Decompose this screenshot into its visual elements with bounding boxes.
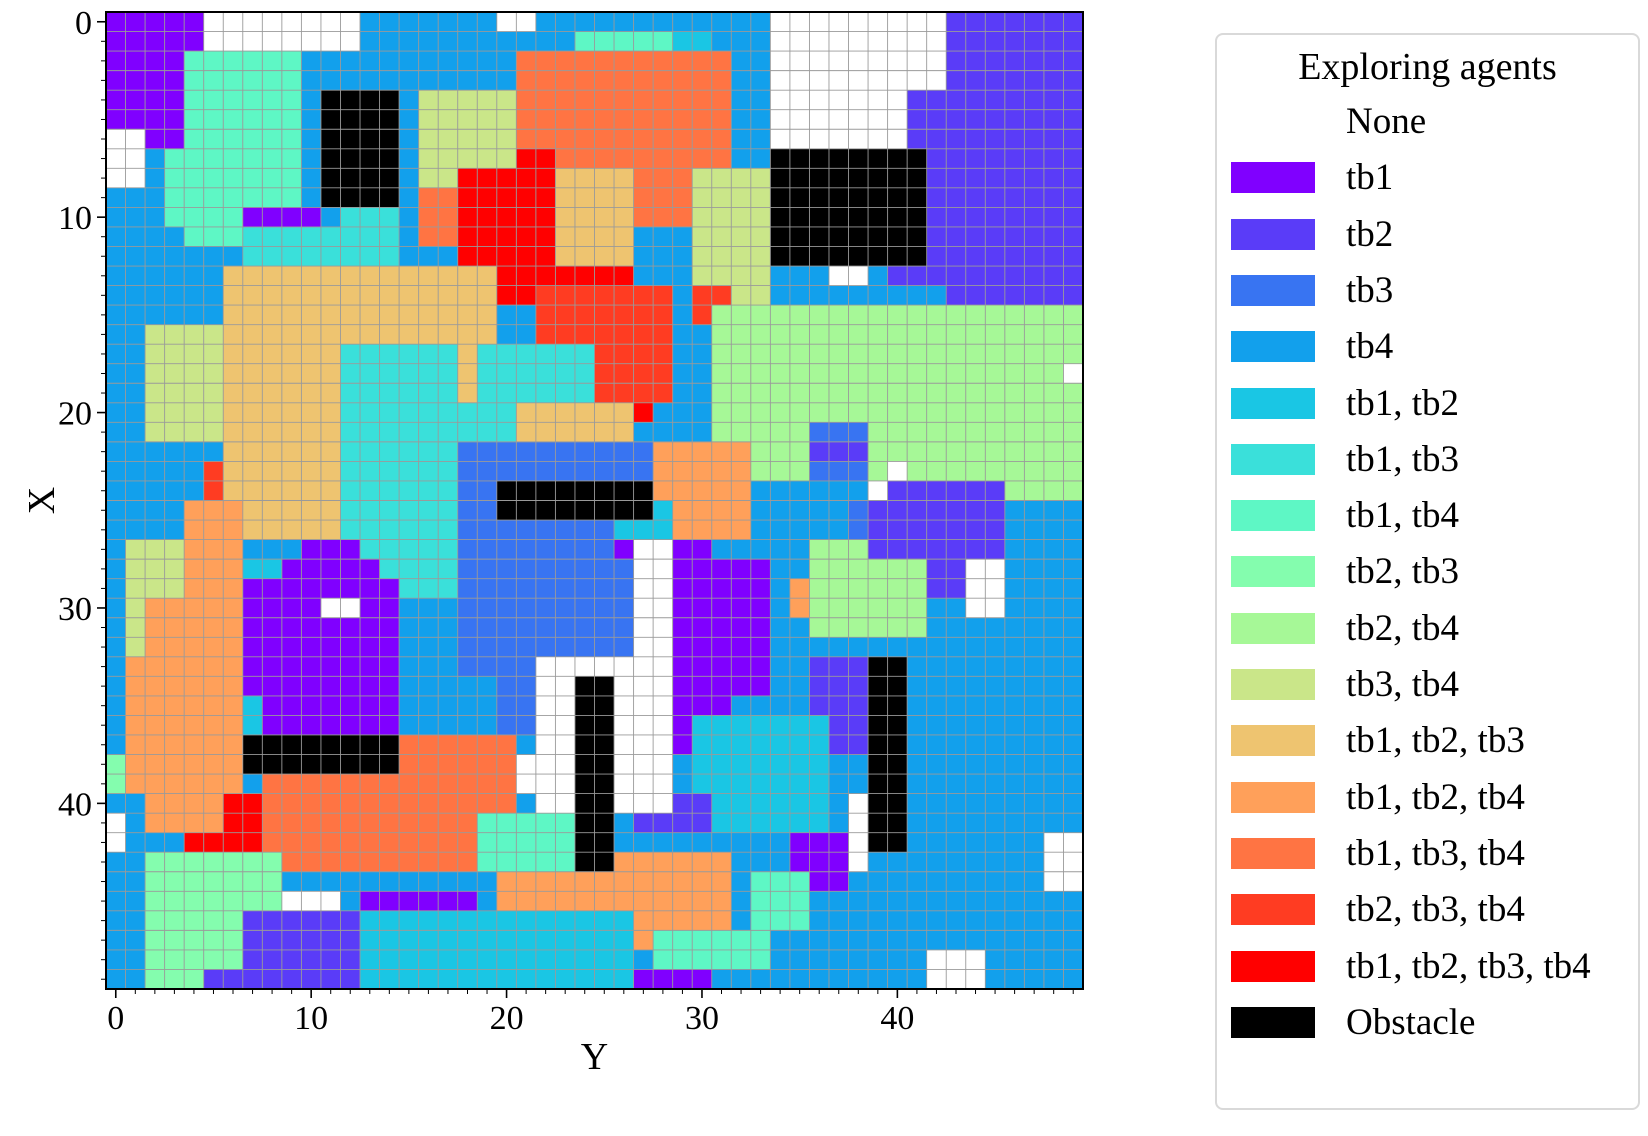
heatmap-region xyxy=(281,559,380,579)
legend-label: tb1, tb2, tb3, tb4 xyxy=(1346,945,1591,987)
x-axis-label: Y xyxy=(581,1036,608,1078)
legend-entry: tb3, tb4 xyxy=(1231,657,1631,713)
legend-entry: tb2, tb3 xyxy=(1231,544,1631,600)
heatmap-region xyxy=(672,559,771,696)
legend-label: tb1, tb2 xyxy=(1346,382,1460,424)
legend-entry: Obstacle xyxy=(1231,995,1631,1051)
legend-entry: tb4 xyxy=(1231,319,1631,375)
y-tick-label: 0 xyxy=(75,5,92,42)
legend-swatch xyxy=(1231,218,1315,250)
y-tick-label: 10 xyxy=(58,200,92,237)
legend-entry: tb2, tb4 xyxy=(1231,601,1631,657)
legend-swatch xyxy=(1231,443,1315,475)
legend-entry: tb1, tb2, tb4 xyxy=(1231,770,1631,826)
legend-swatch xyxy=(1231,556,1315,588)
legend-entry: tb1, tb2, tb3 xyxy=(1231,713,1631,769)
axis-ticks: 0 10 20 30 40 0 10 20 30 40 xyxy=(58,5,1074,1037)
y-tick-label: 20 xyxy=(58,396,92,433)
heatmap-region xyxy=(770,90,908,149)
legend-entry: tb1, tb3, tb4 xyxy=(1231,826,1631,882)
x-tick-label: 40 xyxy=(880,1000,914,1037)
heatmap-region xyxy=(887,461,908,481)
legend-label: tb2, tb4 xyxy=(1346,607,1460,649)
legend-label: tb2, tb3, tb4 xyxy=(1346,889,1525,931)
legend-swatch xyxy=(1231,781,1315,813)
y-tick-label: 40 xyxy=(58,786,92,823)
legend-label: tb2, tb3 xyxy=(1346,551,1460,593)
heatmap-region xyxy=(868,480,888,501)
legend-entry: tb3 xyxy=(1231,263,1631,319)
legend-swatch xyxy=(1231,387,1315,419)
legend-swatch xyxy=(1231,162,1315,194)
legend-label: tb4 xyxy=(1346,326,1394,368)
legend-entry: tb1, tb2 xyxy=(1231,376,1631,432)
legend-title: Exploring agents xyxy=(1298,46,1557,88)
legend-entry: None xyxy=(1231,94,1631,150)
legend-entry: tb1, tb3 xyxy=(1231,432,1631,488)
heatmap-region xyxy=(301,539,361,560)
legend-label: tb2 xyxy=(1346,213,1394,255)
x-tick-label: 0 xyxy=(107,1000,124,1037)
legend-label: tb1, tb2, tb4 xyxy=(1346,776,1525,818)
legend-label: tb3 xyxy=(1346,269,1394,311)
legend-label: Obstacle xyxy=(1346,1001,1476,1043)
legend-entry: tb1, tb2, tb3, tb4 xyxy=(1231,939,1631,995)
legend-swatch xyxy=(1231,331,1315,363)
heatmap-chart: 0 10 20 30 40 0 10 20 30 40 Y X xyxy=(21,5,1084,1078)
legend: Exploring agents None tb1 tb2 tb3 tb4 tb1, tb… xyxy=(1215,33,1640,1110)
plot-frame xyxy=(105,11,1084,990)
heatmap-region xyxy=(750,871,810,931)
legend-swatch xyxy=(1231,274,1315,306)
legend-swatch xyxy=(1231,950,1315,982)
legend-label: tb1, tb2, tb3 xyxy=(1346,720,1525,762)
legend-swatch xyxy=(1231,500,1315,532)
legend-label: None xyxy=(1346,101,1427,142)
legend-entry: tb1, tb4 xyxy=(1231,488,1631,544)
legend-swatch xyxy=(1231,669,1315,700)
legend-swatch xyxy=(1231,725,1315,757)
legend-label: tb1, tb3 xyxy=(1346,438,1460,480)
legend-entry: tb2, tb3, tb4 xyxy=(1231,882,1631,938)
legend-label: tb3, tb4 xyxy=(1346,664,1460,705)
heatmap-region xyxy=(809,441,869,462)
heatmap-region xyxy=(281,891,341,911)
y-tick-label: 30 xyxy=(58,591,92,628)
legend-swatch xyxy=(1231,837,1315,869)
heatmap-region xyxy=(614,969,712,989)
x-tick-label: 20 xyxy=(490,1000,524,1037)
y-axis-label: X xyxy=(21,487,63,514)
legend-label: tb1, tb3, tb4 xyxy=(1346,832,1525,874)
legend-swatch xyxy=(1231,106,1315,137)
x-tick-label: 30 xyxy=(685,1000,719,1037)
legend-label: tb1 xyxy=(1346,157,1394,199)
heatmap-region xyxy=(1063,363,1083,384)
legend-swatch xyxy=(1231,612,1315,644)
legend-swatch xyxy=(1231,1006,1315,1038)
x-tick-label: 10 xyxy=(294,1000,328,1037)
grid-lines xyxy=(106,12,1083,989)
legend-swatch xyxy=(1231,894,1315,926)
legend-label: tb1, tb4 xyxy=(1346,495,1460,537)
legend-entry: tb2 xyxy=(1231,207,1631,263)
legend-entry: tb1 xyxy=(1231,150,1631,206)
